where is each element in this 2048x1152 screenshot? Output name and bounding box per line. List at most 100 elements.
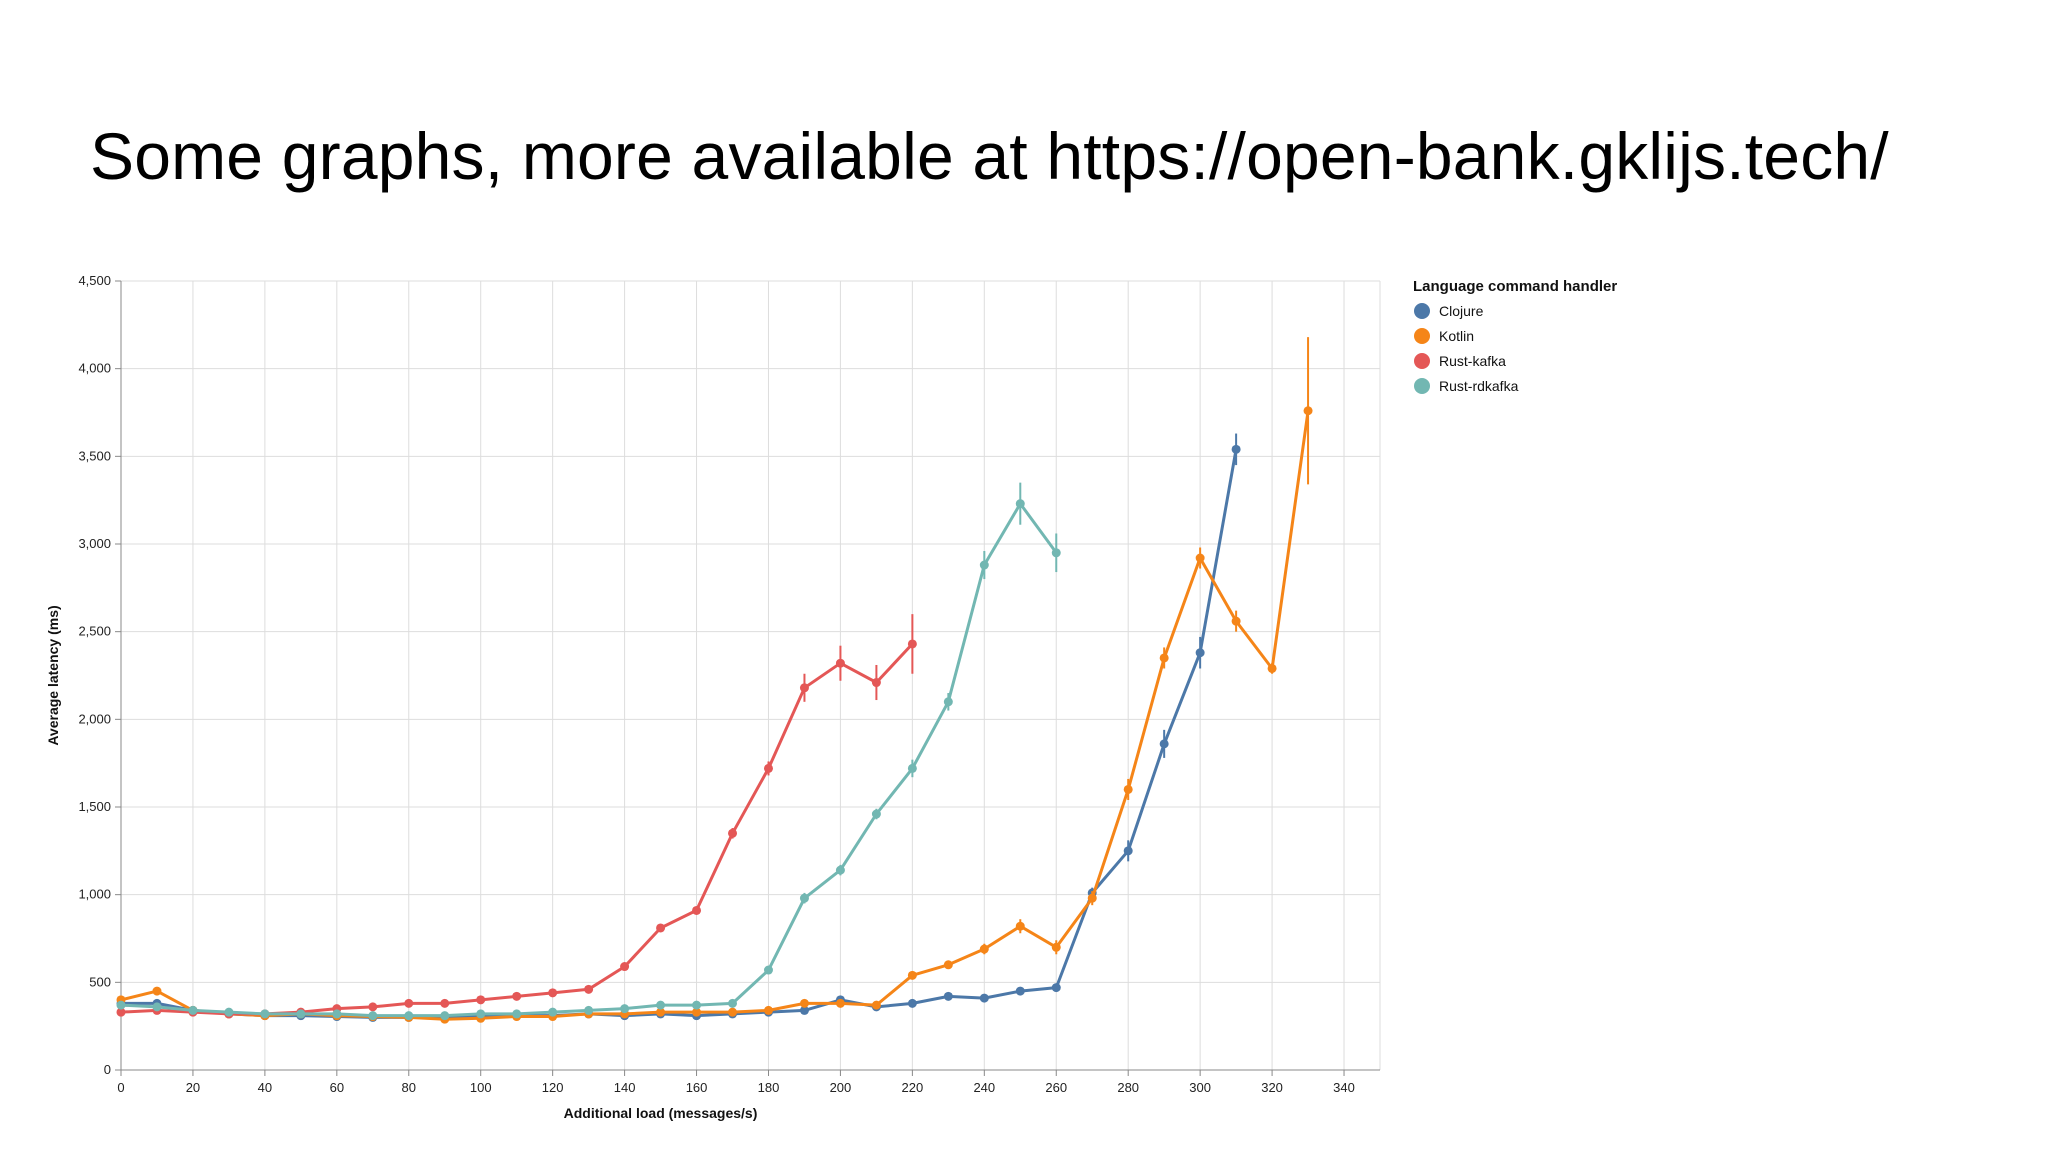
data-point [440, 998, 450, 1008]
legend-item-rust-kafka: Rust-kafka [1414, 353, 1506, 369]
legend-item-kotlin: Kotlin [1414, 328, 1474, 344]
data-point [907, 763, 917, 773]
data-point [584, 984, 594, 994]
data-point [152, 1002, 162, 1012]
data-point [1051, 983, 1061, 993]
data-point [692, 1007, 702, 1017]
y-tick-label: 4,500 [78, 273, 111, 288]
data-point [404, 998, 414, 1008]
data-point [1123, 784, 1133, 794]
data-point [152, 986, 162, 996]
x-tick-label: 120 [542, 1080, 564, 1095]
x-tick-label: 100 [470, 1080, 492, 1095]
data-point [1303, 406, 1313, 416]
x-tick-label: 240 [973, 1080, 995, 1095]
y-tick-label: 1,500 [78, 799, 111, 814]
data-point [368, 1011, 378, 1021]
data-point [692, 905, 702, 915]
x-tick-label: 220 [902, 1080, 924, 1095]
series-clojure [116, 433, 1241, 1022]
data-point [835, 658, 845, 668]
data-point [1087, 893, 1097, 903]
series-line-rust-rdkafka [120, 502, 1058, 1018]
data-point [871, 678, 881, 688]
data-point [728, 1007, 738, 1017]
data-point [656, 1007, 666, 1017]
data-point [979, 560, 989, 570]
y-tick-label: 2,000 [78, 711, 111, 726]
data-point [907, 639, 917, 649]
y-tick-label: 4,000 [78, 361, 111, 376]
data-point [332, 1009, 342, 1019]
series-line-rust-kafka [120, 642, 914, 1016]
data-point [548, 988, 558, 998]
x-tick-label: 300 [1189, 1080, 1211, 1095]
data-point [943, 991, 953, 1001]
legend-swatch [1414, 378, 1430, 394]
data-point [799, 998, 809, 1008]
data-point [835, 998, 845, 1008]
data-point [512, 1009, 522, 1019]
series-rust-kafka [116, 614, 917, 1019]
series-line-kotlin [120, 410, 1310, 1021]
y-tick-label: 3,500 [78, 448, 111, 463]
chart-series [116, 337, 1313, 1024]
data-point [979, 944, 989, 954]
data-point [1015, 921, 1025, 931]
series-rust-rdkafka [116, 482, 1061, 1021]
data-point [1159, 739, 1169, 749]
x-tick-label: 340 [1333, 1080, 1355, 1095]
data-point [799, 893, 809, 903]
data-point [584, 1005, 594, 1015]
data-point [871, 1000, 881, 1010]
data-point [476, 1009, 486, 1019]
data-point [1015, 499, 1025, 509]
data-point [763, 763, 773, 773]
x-tick-label: 140 [614, 1080, 636, 1095]
data-point [799, 683, 809, 693]
data-point [1159, 653, 1169, 663]
x-tick-label: 180 [758, 1080, 780, 1095]
data-point [799, 1005, 809, 1015]
data-point [1015, 986, 1025, 996]
y-tick-label: 0 [104, 1062, 111, 1077]
data-point [1123, 846, 1133, 856]
data-point [1231, 616, 1241, 626]
x-axis-title: Additional load (messages/s) [564, 1105, 758, 1121]
slide-title: Some graphs, more available at https://o… [90, 119, 1889, 193]
data-point [728, 828, 738, 838]
chart-legend: Language command handler Clojure Kotlin Rus… [1413, 278, 1617, 394]
x-tick-label: 200 [830, 1080, 852, 1095]
legend-swatch [1414, 328, 1430, 344]
y-axis-title: Average latency (ms) [45, 605, 61, 745]
data-point [620, 1004, 630, 1014]
data-point [728, 998, 738, 1008]
data-point [979, 993, 989, 1003]
data-point [907, 970, 917, 980]
series-line-clojure [121, 449, 1238, 1019]
data-point [260, 1009, 270, 1019]
data-point [476, 995, 486, 1005]
data-point [1231, 444, 1241, 454]
data-point [1051, 548, 1061, 558]
x-tick-label: 320 [1261, 1080, 1283, 1095]
data-point [943, 697, 953, 707]
data-point [763, 1005, 773, 1015]
data-point [835, 865, 845, 875]
x-tick-label: 160 [686, 1080, 708, 1095]
legend-item-clojure: Clojure [1414, 303, 1484, 319]
data-point [763, 965, 773, 975]
y-tick-label: 3,000 [78, 536, 111, 551]
data-point [296, 1009, 306, 1019]
y-tick-label: 2,500 [78, 624, 111, 639]
series-kotlin [116, 337, 1313, 1024]
data-point [116, 1000, 126, 1010]
x-tick-label: 280 [1117, 1080, 1139, 1095]
data-point [116, 1007, 126, 1017]
data-point [1267, 663, 1277, 673]
legend-label: Clojure [1439, 303, 1484, 319]
y-tick-label: 1,000 [78, 887, 111, 902]
y-tick-label: 500 [89, 974, 111, 989]
data-point [692, 1000, 702, 1010]
legend-label: Rust-rdkafka [1439, 378, 1519, 394]
